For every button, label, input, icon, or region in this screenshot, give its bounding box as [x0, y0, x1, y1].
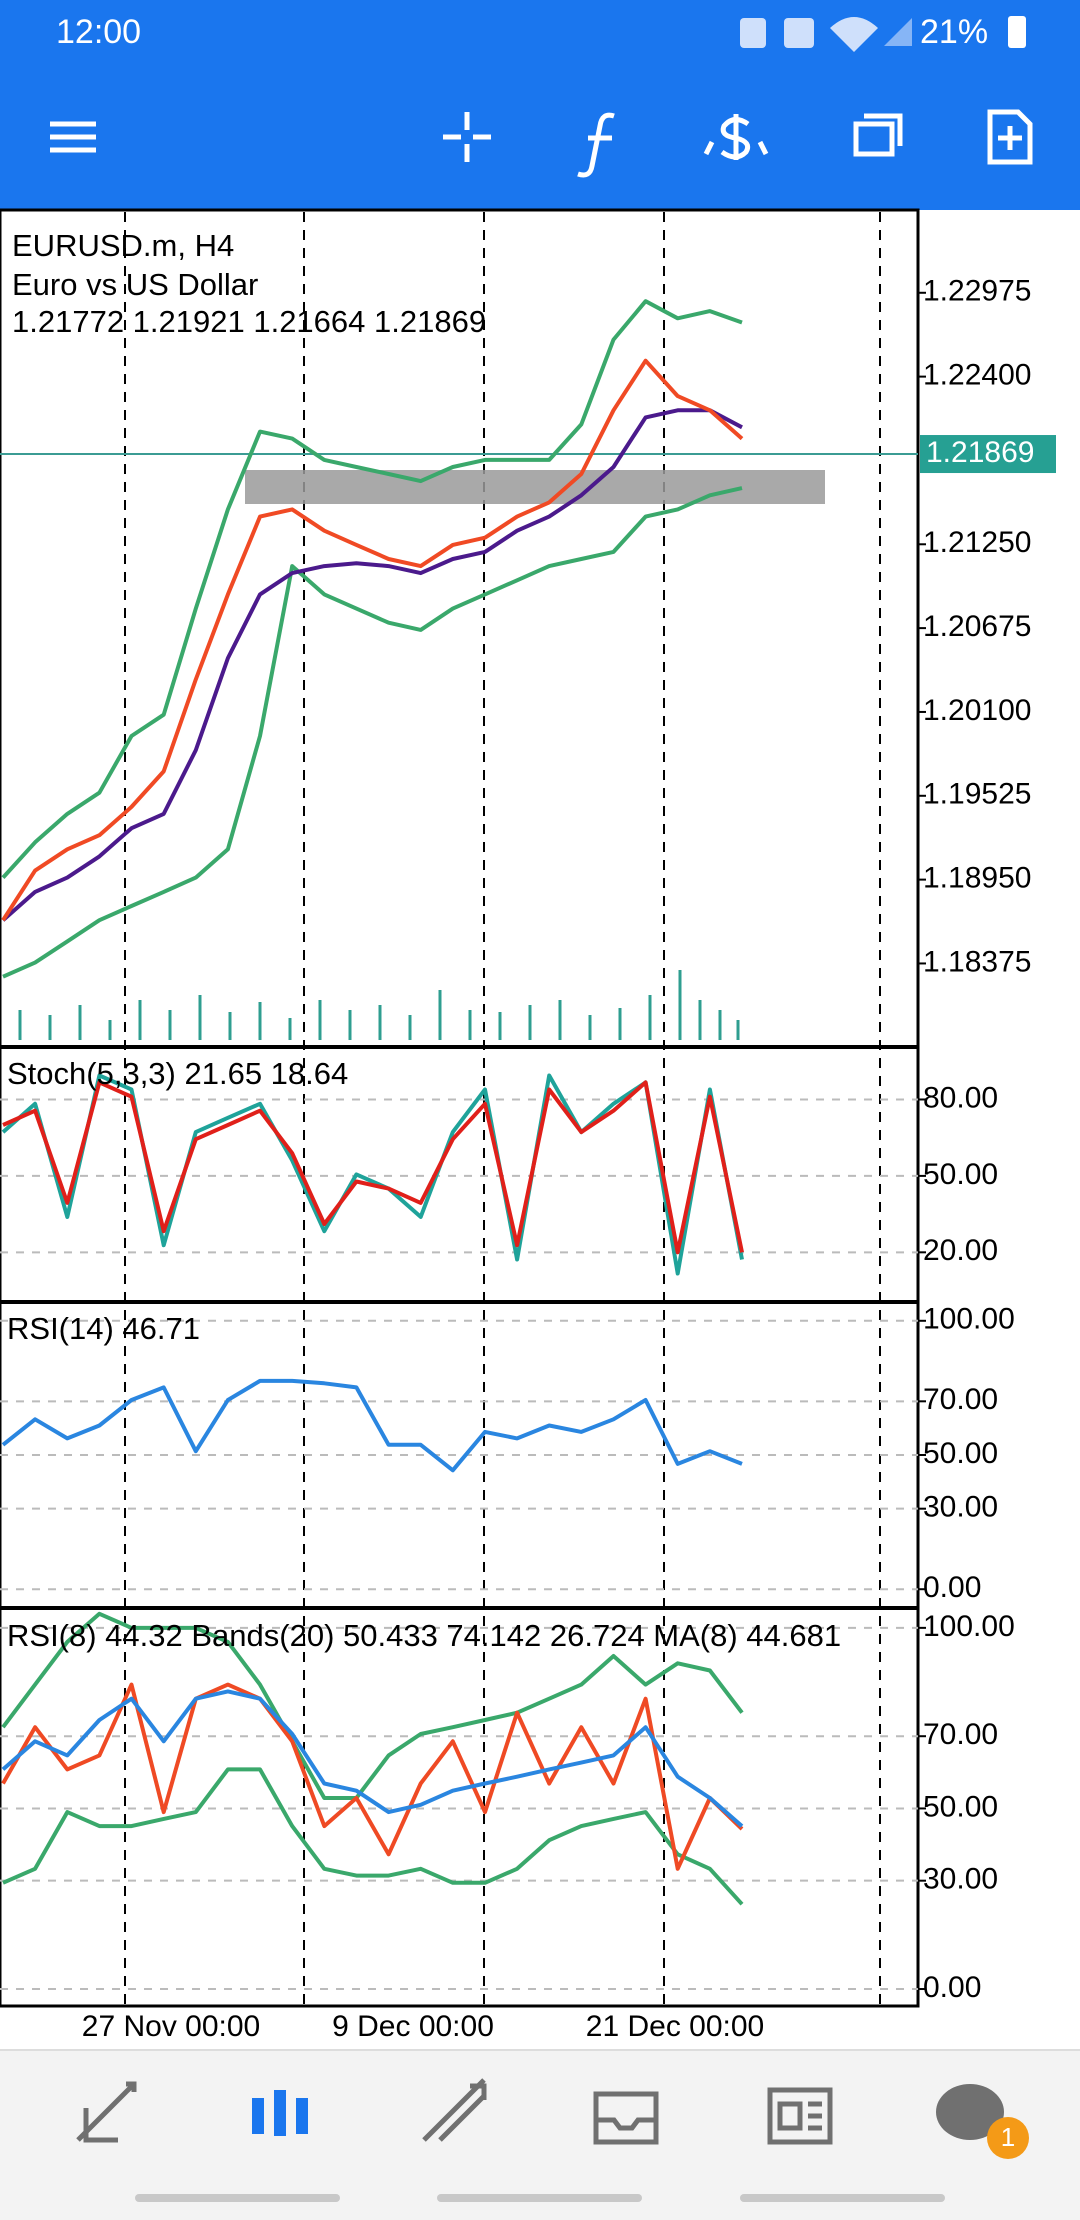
series-line	[1, 408, 743, 922]
y-tick-label: 1.22400	[923, 359, 1031, 392]
crosshair-button[interactable]	[443, 112, 491, 162]
menu-button[interactable]	[50, 121, 96, 153]
new-order-button[interactable]	[987, 109, 1033, 165]
series-line	[1, 1378, 743, 1473]
indicators-button[interactable]	[577, 112, 615, 178]
y-tick-label: 80.00	[923, 1081, 998, 1114]
volume-bars	[18, 970, 740, 1040]
y-tick-label: 100.00	[923, 1303, 1015, 1336]
y-tick-label: 1.19525	[923, 778, 1031, 811]
battery-icon	[1008, 16, 1026, 48]
panel-title: RSI(14) 46.71	[7, 1311, 200, 1346]
y-tick-label: 70.00	[923, 1383, 998, 1416]
series-line	[2, 486, 743, 979]
y-tick-label: 30.00	[923, 1491, 998, 1524]
windows-button[interactable]	[853, 113, 903, 157]
series-line	[1, 1689, 744, 1828]
nav-quotes[interactable]	[76, 2081, 137, 2143]
y-tick-label: 100.00	[923, 1610, 1015, 1643]
y-tick-label: 50.00	[923, 1437, 998, 1470]
x-date-label: 21 Dec 00:00	[586, 2010, 764, 2043]
nav-news[interactable]	[767, 2087, 833, 2145]
bottom-nav	[0, 2050, 1080, 2220]
panel-subtitle: Euro vs US Dollar	[12, 267, 258, 302]
trade-button[interactable]	[703, 114, 769, 160]
app-bar	[0, 0, 1080, 210]
y-tick-label: 50.00	[923, 1158, 998, 1191]
gesture-bars	[135, 2194, 945, 2202]
current-price-label: 1.21869	[926, 436, 1034, 469]
toolbar	[50, 109, 1033, 178]
y-tick-label: 0.00	[923, 1971, 981, 2004]
badge-count: 1	[1001, 2122, 1015, 2152]
series-line	[2, 1080, 744, 1255]
y-tick-label: 1.22975	[923, 275, 1031, 308]
y-tick-label: 30.00	[923, 1863, 998, 1896]
nav-chart[interactable]	[252, 2090, 308, 2136]
y-tick-label: 1.20675	[923, 610, 1031, 643]
nav-history[interactable]	[593, 2091, 659, 2145]
status-time: 12:00	[56, 13, 141, 51]
current-price-box	[920, 435, 1056, 474]
y-tick-label: 0.00	[923, 1571, 981, 1604]
y-tick-label: 1.20100	[923, 694, 1031, 727]
series-line	[2, 1767, 744, 1906]
nav-trade[interactable]	[422, 2078, 487, 2142]
panel-title: Stoch(5,3,3) 21.65 18.64	[7, 1056, 348, 1091]
panel-title: RSI(8) 44.32 Bands(20) 50.433 74.142 26.…	[7, 1618, 841, 1653]
series-line	[1, 1682, 744, 1871]
notification-badge	[987, 2117, 1029, 2159]
zone-rectangle	[245, 470, 825, 504]
y-tick-label: 70.00	[923, 1718, 998, 1751]
x-date-label: 9 Dec 00:00	[332, 2010, 494, 2043]
status-icons	[740, 17, 912, 52]
y-tick-label: 1.21250	[923, 526, 1031, 559]
nav-icons	[76, 2078, 833, 2145]
nav-messages[interactable]	[936, 2084, 1004, 2140]
series-line	[1, 1073, 744, 1276]
battery-level: 21%	[920, 13, 988, 51]
plot-frame	[0, 208, 920, 2008]
y-tick-label: 1.18375	[923, 945, 1031, 978]
x-date-label: 27 Nov 00:00	[82, 2010, 260, 2043]
panel-dividers	[0, 1045, 918, 1610]
y-tick-label: 20.00	[923, 1234, 998, 1267]
y-tick-label: 50.00	[923, 1790, 998, 1823]
series-line	[1, 1611, 744, 1800]
panel-title: EURUSD.m, H4	[12, 228, 234, 263]
series-line	[1, 299, 743, 879]
panel-ohlc: 1.21772 1.21921 1.21664 1.21869	[12, 304, 486, 339]
series-line	[1, 358, 744, 922]
y-tick-label: 1.18950	[923, 862, 1031, 895]
